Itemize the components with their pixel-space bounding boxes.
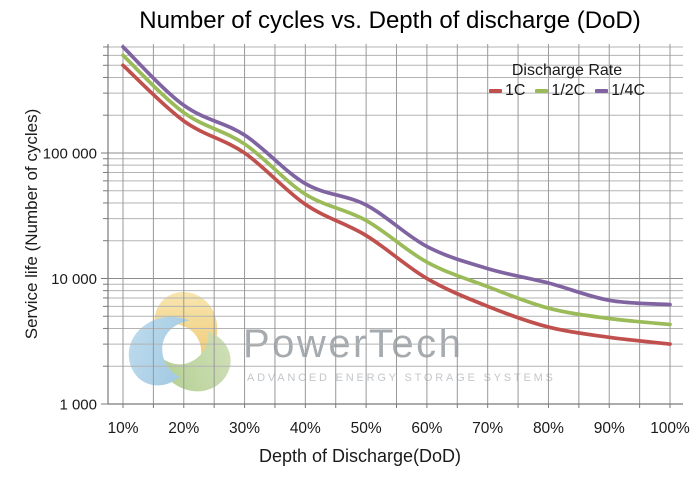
series-line-1-2c — [121, 53, 672, 327]
x-tick-label: 10% — [107, 420, 138, 437]
y-tick-label: 1 000 — [59, 397, 97, 414]
series-line-1-4c — [121, 45, 672, 307]
legend-entry-1c: 1C — [488, 82, 526, 100]
y-axis-title: Service life (Number of cycles) — [22, 108, 41, 340]
powertech-logo-icon — [128, 292, 231, 392]
logo-petal-blue — [128, 316, 190, 386]
legend-label-1-4c: 1/4C — [611, 82, 646, 99]
x-tick-label: 80% — [533, 420, 564, 437]
x-tick-label: 70% — [472, 420, 503, 437]
legend-swatch-1-4c — [595, 89, 609, 93]
series-line-1c — [121, 63, 672, 346]
legend-entry-1-4c: 1/4C — [595, 82, 645, 100]
x-tick-label: 50% — [351, 420, 382, 437]
x-tick-label: 40% — [290, 420, 321, 437]
logo-petal-yellow — [154, 292, 218, 366]
y-tick-label: 10 000 — [51, 271, 97, 288]
legend-entry-1-2c: 1/2C — [535, 82, 585, 100]
x-tick-label: 30% — [229, 420, 260, 437]
legend-swatch-1c — [488, 89, 502, 93]
x-tick-label: 90% — [594, 420, 625, 437]
legend-swatch-1-2c — [535, 89, 549, 93]
x-axis-title: Depth of Discharge(DoD) — [258, 446, 462, 466]
chart-title: Number of cycles vs. Depth of discharge … — [139, 7, 641, 34]
x-tick-label: 60% — [411, 420, 442, 437]
legend: Discharge Rate 1C 1/2C 1/4C — [455, 62, 679, 100]
legend-title: Discharge Rate — [511, 62, 623, 79]
legend-label-1c: 1C — [504, 82, 526, 99]
x-tick-label: 100% — [650, 420, 690, 437]
x-tick-label: 20% — [168, 420, 199, 437]
legend-label-1-2c: 1/2C — [551, 82, 586, 99]
y-tick-label: 100 000 — [43, 146, 97, 163]
watermark-tagline: ADVANCED ENERGY STORAGE SYSTEMS — [247, 372, 556, 384]
legend-entries: 1C 1/2C 1/4C — [455, 82, 679, 100]
